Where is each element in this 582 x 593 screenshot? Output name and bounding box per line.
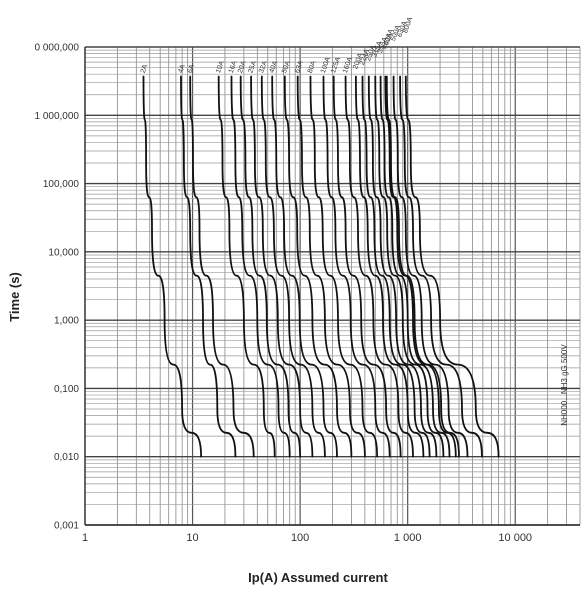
curve-16A [230, 75, 291, 458]
curve-125A [332, 75, 402, 458]
y-tick-label: 10,000 [48, 247, 79, 258]
curve-label: 6A [187, 63, 197, 74]
x-axis-title: Ip(A) Assumed current [248, 570, 388, 585]
curve-100A [322, 75, 391, 458]
curve-630A [399, 75, 483, 458]
curve-32A [260, 75, 326, 458]
curve-355A [379, 75, 451, 458]
curve-label: 2A [140, 63, 150, 74]
curve-425A [385, 75, 460, 458]
y-tick-label: 0,001 [54, 521, 79, 532]
curve-250A [367, 75, 438, 458]
x-tick-label: 1 000 [394, 532, 422, 544]
curve-63A [296, 75, 366, 458]
curve-label: 40A [269, 60, 280, 74]
curve-6A [189, 75, 255, 458]
curve-label: 20A [237, 60, 248, 74]
curve-315A [374, 75, 445, 458]
curve-label: 10A [215, 60, 226, 74]
curve-label: 80A [307, 60, 318, 74]
curve-25A [250, 75, 314, 458]
x-tick-label: 100 [291, 532, 309, 544]
y-tick-label: 0,010 [54, 452, 79, 463]
curve-50A [283, 75, 353, 458]
x-tick-label: 10 000 [498, 532, 532, 544]
curve-500A [392, 75, 469, 458]
curve-20A [239, 75, 301, 458]
x-tick-label: 1 [82, 532, 88, 544]
curve-label: 32A [258, 60, 269, 74]
y-tick-label: 1,000 [54, 316, 79, 327]
grid-layer [84, 46, 581, 526]
curve-80A [309, 75, 378, 458]
y-tick-label: 1 000,000 [35, 111, 80, 122]
curve-160A [344, 75, 414, 458]
y-tick-label: 0,100 [54, 384, 79, 395]
x-tick-label: 10 [186, 532, 198, 544]
curve-label: 800A [402, 16, 414, 34]
curve-label: 50A [281, 60, 292, 74]
curve-200A [355, 75, 425, 458]
y-axis-title: Time (s) [7, 272, 22, 322]
curve-label: 16A [228, 60, 239, 74]
curve-label: 25A [247, 60, 258, 74]
curve-label: 4A [177, 63, 187, 74]
curve-10A [217, 75, 276, 458]
curve-224A [361, 75, 431, 458]
curve-label: 63A [294, 60, 305, 74]
curve-40A [271, 75, 338, 458]
curve-layer [142, 75, 500, 458]
chart-annotation: NH000...NH3 gG 500V [560, 344, 569, 426]
curve-800A [404, 75, 500, 458]
curve-2A [142, 75, 202, 458]
curve-4A [180, 75, 237, 458]
y-tick-label: 0 000,000 [35, 43, 80, 54]
y-tick-label: 100,000 [43, 179, 80, 190]
